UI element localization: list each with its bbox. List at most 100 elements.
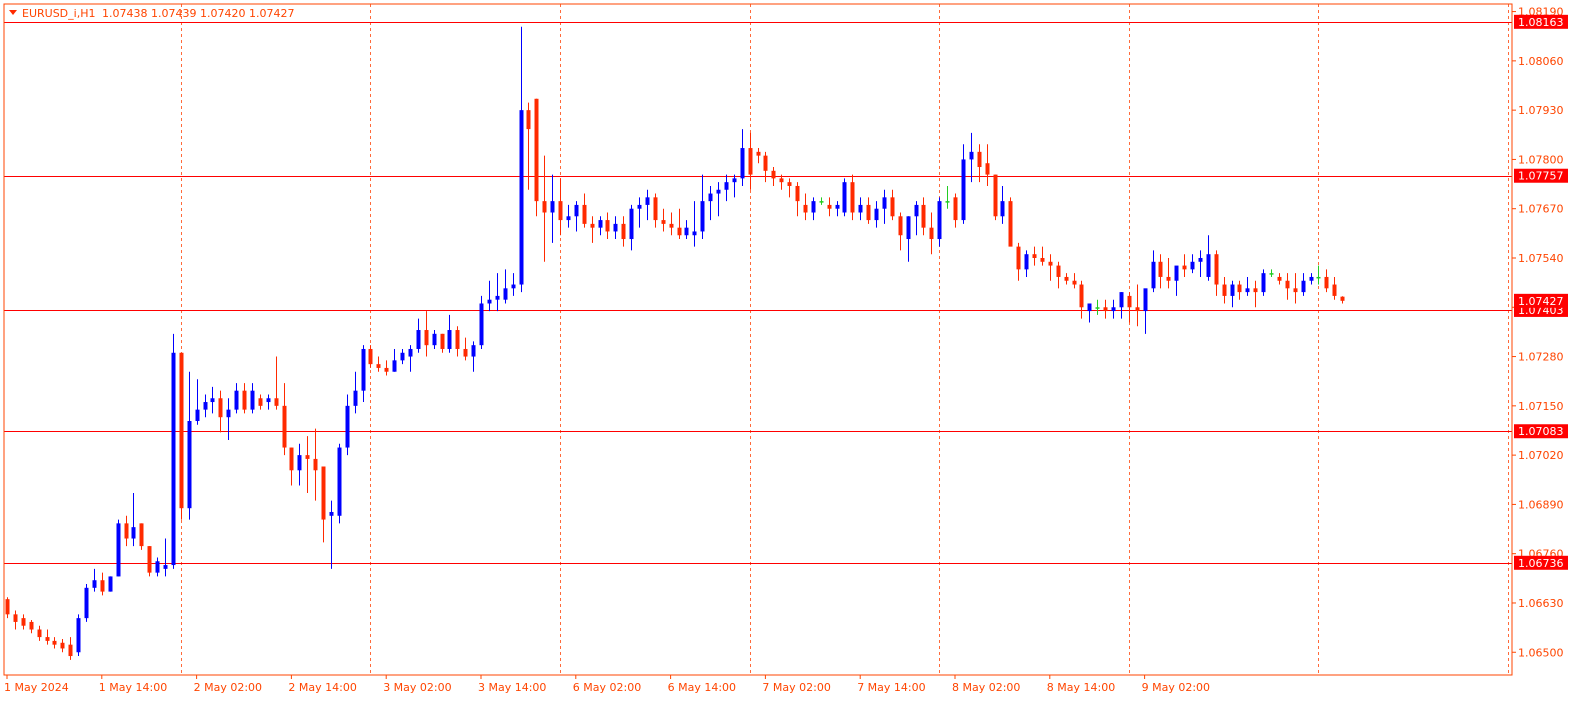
- candle-body: [779, 178, 784, 183]
- candle-body: [337, 447, 342, 516]
- candle-body: [84, 587, 89, 619]
- candle-body: [92, 580, 97, 588]
- candle-body: [108, 576, 113, 592]
- ohlc-readout: 1.07438 1.07439 1.07420 1.07427: [102, 7, 294, 20]
- candle-body: [1332, 284, 1337, 296]
- candle-body: [700, 201, 705, 232]
- candle-body: [542, 201, 547, 213]
- candle-body: [210, 398, 215, 403]
- candle-body: [724, 182, 729, 190]
- candle-body: [1166, 276, 1171, 281]
- candle-body: [748, 148, 753, 175]
- time-tick-label: 7 May 14:00: [857, 681, 925, 694]
- candle-body: [756, 151, 761, 156]
- candle-body: [874, 208, 879, 221]
- candle-body: [274, 398, 279, 406]
- candle-body: [329, 511, 334, 516]
- candle-body: [866, 204, 871, 221]
- candle-body: [566, 216, 571, 221]
- candle-body: [1182, 265, 1187, 270]
- time-tick-label: 9 May 02:00: [1142, 681, 1210, 694]
- candle-body: [1158, 261, 1163, 277]
- candle-body: [1214, 254, 1219, 285]
- candle-body: [242, 390, 247, 410]
- candle-body: [392, 360, 397, 372]
- candle-body: [305, 455, 310, 459]
- candle-body: [503, 288, 508, 300]
- candle-body: [21, 618, 26, 626]
- candle-body: [345, 405, 350, 448]
- candle-body: [985, 163, 990, 175]
- time-tick-label: 2 May 02:00: [194, 681, 262, 694]
- candle-body: [258, 398, 263, 406]
- price-badge: [1514, 555, 1568, 570]
- symbol-label: EURUSD_i,H1: [22, 7, 95, 20]
- candle-body: [384, 367, 389, 372]
- candle-body: [171, 352, 176, 566]
- candle-body: [1048, 261, 1053, 266]
- candle-body: [661, 220, 666, 224]
- candle-body: [1293, 288, 1298, 293]
- price-badges: 1.081631.077571.074031.070831.067361.074…: [1514, 14, 1568, 570]
- candle-body: [155, 561, 160, 573]
- candle-body: [353, 390, 358, 406]
- candle-body: [76, 618, 81, 653]
- price-tick-label: 1.07020: [1518, 449, 1564, 462]
- candle-body: [684, 227, 689, 236]
- price-badge-label: 1.07427: [1518, 295, 1564, 308]
- candle-body: [605, 220, 610, 232]
- candle-body: [1072, 280, 1077, 285]
- candle-body: [1190, 261, 1195, 270]
- candle-body: [124, 523, 129, 539]
- price-badge: [1514, 168, 1568, 183]
- price-tick-label: 1.06630: [1518, 597, 1564, 610]
- price-tick-label: 1.07150: [1518, 400, 1564, 413]
- candle-body: [1237, 284, 1242, 293]
- candle-body: [732, 178, 737, 183]
- candle-body: [416, 330, 421, 349]
- candle-body: [708, 193, 713, 202]
- time-tick-label: 1 May 14:00: [99, 681, 167, 694]
- candle-body: [835, 204, 840, 209]
- candle-body: [1087, 303, 1092, 312]
- candle-body: [692, 231, 697, 236]
- candle-body: [455, 330, 460, 349]
- time-tick-label: 8 May 02:00: [952, 681, 1020, 694]
- collapse-triangle-icon[interactable]: [9, 10, 17, 15]
- candle-body: [37, 629, 42, 638]
- candle-body: [45, 637, 50, 641]
- candle-body: [526, 110, 531, 130]
- candle-body: [511, 284, 516, 289]
- candle-body: [400, 352, 405, 361]
- candle-body: [361, 348, 366, 391]
- chart-header[interactable]: EURUSD_i,H1 1.07438 1.07439 1.07420 1.07…: [9, 7, 294, 20]
- candle-body: [1119, 292, 1124, 308]
- candle-body: [890, 197, 895, 217]
- candle-body: [969, 151, 974, 160]
- candle-body: [590, 223, 595, 228]
- price-tick-label: 1.08060: [1518, 55, 1564, 68]
- candle-body: [68, 644, 73, 657]
- time-tick-label: 3 May 02:00: [383, 681, 451, 694]
- candle-body: [1143, 288, 1148, 312]
- candle-body: [424, 330, 429, 346]
- candle-body: [1000, 201, 1005, 217]
- price-badge-label: 1.07083: [1518, 425, 1564, 438]
- candle-body: [1111, 307, 1116, 312]
- candle-body: [1016, 246, 1021, 270]
- candle-body: [787, 182, 792, 186]
- candle-body: [471, 345, 476, 357]
- time-axis: 1 May 2024 1 May 14:00 2 May 02:00 2 May 14…: [4, 675, 1210, 694]
- candle-body: [669, 223, 674, 228]
- candle-body: [1206, 254, 1211, 277]
- candle-body: [432, 333, 437, 346]
- candle-body: [1024, 254, 1029, 270]
- candle-body: [1032, 254, 1037, 258]
- candle-body: [1324, 276, 1329, 289]
- candle-body: [131, 527, 136, 539]
- candle-body: [1198, 257, 1203, 262]
- price-badge-label: 1.07757: [1518, 170, 1564, 183]
- time-tick-label: 6 May 02:00: [573, 681, 641, 694]
